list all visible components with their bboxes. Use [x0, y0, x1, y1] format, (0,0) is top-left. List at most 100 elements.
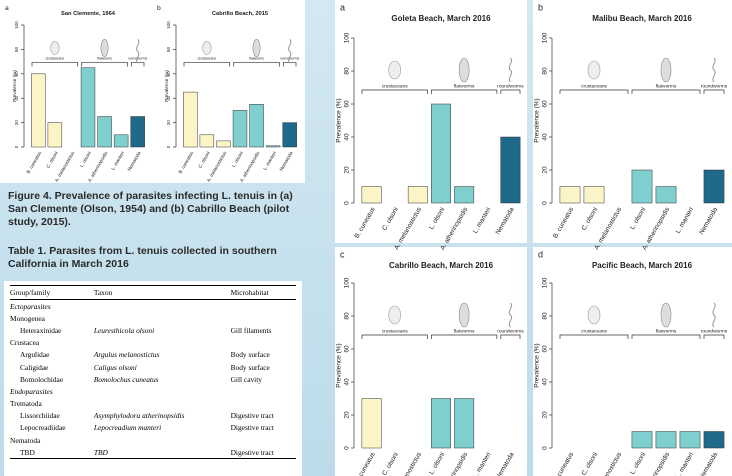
- icon: [252, 39, 261, 57]
- table-row: Trematoda: [10, 398, 296, 410]
- y-tick-label: 40: [344, 133, 351, 141]
- group-bracket: [559, 334, 629, 339]
- figure-caption: Figure 4. Prevalence of parasites infect…: [8, 190, 293, 228]
- y-axis-title: Prevalence (%): [534, 343, 541, 387]
- bar: [199, 134, 215, 148]
- table-row: TBD TBD Digestive tract: [10, 446, 296, 460]
- y-tick-label: 20: [166, 120, 171, 126]
- bar: [703, 169, 725, 204]
- table-header: Group/family Taxon Microhabitat: [10, 285, 296, 300]
- table-cell: Digestive tract: [230, 423, 274, 433]
- group-bracket: [703, 334, 725, 339]
- table-row: Ectoparasites: [10, 300, 296, 313]
- table-cell: Endoparasites: [10, 386, 53, 396]
- table-cell: Digestive tract: [230, 446, 296, 460]
- chart-title: San Clemente, 1964: [61, 11, 116, 17]
- icon: [712, 57, 716, 83]
- y-tick-label: 40: [166, 95, 171, 101]
- panel-letter: d: [538, 249, 543, 259]
- bar: [631, 169, 653, 204]
- chart-title: Cabrillo Beach, 2015: [212, 11, 269, 17]
- table-header-cell: Taxon: [93, 285, 231, 300]
- panel-letter: c: [340, 249, 345, 259]
- table-row: Monogenea: [10, 312, 296, 324]
- y-tick-label: 40: [542, 378, 549, 386]
- table-cell: Caligus olsoni: [93, 362, 137, 372]
- bar: [361, 186, 382, 204]
- group-label: crustaceans: [581, 328, 607, 334]
- icon: [587, 60, 601, 80]
- y-tick-label: 100: [344, 32, 351, 43]
- y-tick-label: 0: [344, 446, 351, 450]
- table-header-cell: Group/family: [10, 285, 94, 300]
- table-cell: Heteraxinidae: [20, 325, 62, 335]
- icon: [660, 302, 672, 328]
- chart-title: Pacific Beach, March 2016: [592, 261, 693, 270]
- bar: [655, 431, 677, 449]
- table-cell: TBD: [10, 446, 94, 460]
- bar: [97, 116, 112, 148]
- table-cell: Body surface: [230, 362, 270, 372]
- bar: [454, 186, 475, 204]
- y-tick-label: 60: [14, 71, 19, 77]
- group-bracket: [283, 62, 297, 67]
- chart-title: Goleta Beach, March 2016: [391, 14, 491, 23]
- bar: [431, 103, 451, 204]
- panel-letter: b: [538, 2, 543, 12]
- group-bracket: [361, 89, 428, 94]
- table-cell: Digestive tract: [230, 411, 274, 421]
- bar: [232, 110, 248, 148]
- y-axis-title: Prevalence (%): [164, 70, 169, 102]
- table-cell: Leuresthicola olsoni: [93, 325, 155, 335]
- icon: [50, 41, 60, 55]
- y-tick-label: 60: [344, 100, 351, 108]
- group-bracket: [233, 62, 280, 67]
- group-label: roundworms: [497, 83, 524, 89]
- y-axis-title: Prevalence (%): [336, 343, 343, 387]
- group-label: flatworms: [656, 83, 677, 89]
- table-cell: Bomolochus cuneatus: [93, 374, 159, 384]
- group-label: flatworms: [249, 56, 264, 60]
- icon: [388, 305, 402, 325]
- bar: [130, 116, 145, 148]
- table-cell: Argulus melanostictus: [93, 350, 160, 360]
- group-bracket: [631, 89, 701, 94]
- chart-panel: [335, 0, 527, 243]
- group-label: flatworms: [454, 328, 475, 334]
- table-row: Bomolochidae Bomolochus cuneatus Gill cavi…: [10, 373, 296, 385]
- bar: [265, 145, 281, 148]
- bar: [216, 140, 231, 148]
- table-row: Nematoda: [10, 434, 296, 446]
- table-row: Lissorchiidae Asymphylodora atherinopsidi…: [10, 410, 296, 422]
- y-tick-label: 100: [542, 32, 549, 43]
- group-label: flatworms: [97, 56, 112, 60]
- table-cell: Gill filaments: [230, 325, 272, 335]
- bar: [282, 122, 297, 148]
- group-bracket: [183, 62, 231, 67]
- group-label: roundworms: [701, 328, 728, 334]
- table-row: Argulidae Argulus melanostictus Body surfa…: [10, 349, 296, 361]
- chart-title: Cabrillo Beach, March 2016: [389, 261, 494, 270]
- figure-panel: [0, 0, 305, 183]
- table-cell: Ectoparasites: [10, 301, 51, 311]
- y-tick-label: 80: [542, 67, 549, 75]
- bar: [361, 398, 382, 449]
- group-bracket: [31, 62, 79, 67]
- chart-title: Malibu Beach, March 2016: [592, 14, 692, 23]
- table-cell: TBD: [93, 446, 231, 460]
- panel-letter: a: [5, 5, 9, 12]
- group-label: flatworms: [454, 83, 475, 89]
- bar: [500, 136, 521, 204]
- icon: [458, 57, 470, 83]
- y-tick-label: 100: [14, 21, 19, 29]
- y-axis-title: Prevalence (%): [336, 98, 343, 142]
- y-tick-label: 80: [166, 46, 171, 52]
- y-axis-title: Prevalence (%): [12, 70, 17, 102]
- icon: [712, 302, 716, 328]
- table-cell: Bomolochidae: [20, 374, 64, 384]
- y-tick-label: 40: [344, 378, 351, 386]
- group-label: flatworms: [656, 328, 677, 334]
- bar: [655, 186, 677, 204]
